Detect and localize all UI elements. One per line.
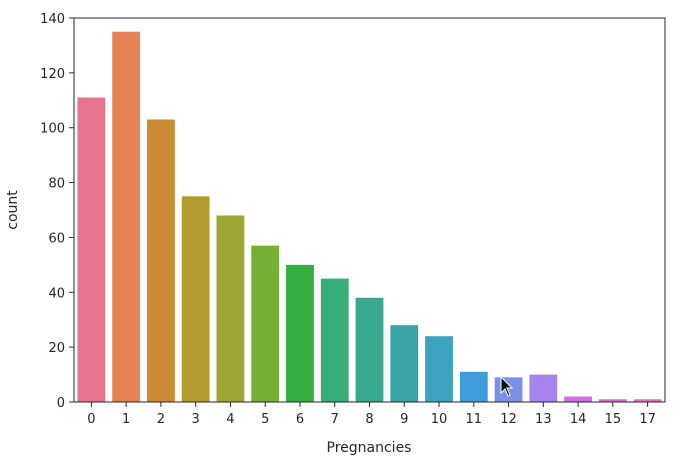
x-tick-label: 6 — [296, 412, 304, 427]
bar-6 — [286, 264, 314, 402]
bar-7 — [320, 278, 349, 402]
y-tick-label: 0 — [57, 396, 65, 411]
mouse-cursor-icon — [500, 376, 514, 397]
x-tick-label: 13 — [535, 412, 552, 427]
y-tick-label: 140 — [40, 12, 65, 27]
x-tick-label: 7 — [331, 412, 339, 427]
bar-12 — [494, 377, 523, 402]
x-tick-label: 4 — [226, 412, 234, 427]
bar-4 — [216, 215, 245, 402]
bar-13 — [529, 374, 558, 402]
bar-8 — [355, 297, 384, 402]
bar-0 — [77, 97, 106, 403]
y-tick-label: 40 — [48, 286, 65, 301]
x-tick-label: 0 — [87, 412, 95, 427]
y-tick-label: 120 — [40, 67, 65, 82]
x-tick-label: 12 — [500, 412, 517, 427]
x-tick-label: 11 — [466, 412, 483, 427]
bar-1 — [112, 31, 141, 402]
bar-17 — [633, 399, 662, 402]
bar-15 — [598, 399, 627, 402]
x-axis-label: Pregnancies — [327, 440, 412, 456]
x-tick-label: 14 — [570, 412, 587, 427]
x-tick-label: 1 — [122, 412, 130, 427]
y-tick-label: 100 — [40, 122, 65, 137]
bar-3 — [181, 196, 210, 402]
y-tick-label: 80 — [48, 177, 65, 192]
bar-series — [77, 31, 662, 403]
bar-2 — [147, 119, 175, 402]
x-tick-label: 9 — [400, 412, 408, 427]
bar-9 — [390, 325, 419, 402]
x-tick-label: 10 — [431, 412, 448, 427]
bar-10 — [425, 336, 453, 402]
y-axis: 0 20 40 60 80 100 120 140 — [40, 12, 74, 411]
bar-11 — [459, 371, 488, 402]
y-tick-label: 60 — [48, 231, 65, 246]
x-tick-label: 8 — [365, 412, 373, 427]
x-tick-label: 15 — [605, 412, 622, 427]
x-tick-label: 5 — [261, 412, 269, 427]
x-tick-label: 17 — [639, 412, 656, 427]
y-tick-label: 20 — [48, 341, 65, 356]
x-axis: 0 1 2 3 4 5 6 7 8 9 10 11 12 13 14 15 17 — [87, 402, 656, 427]
x-tick-label: 3 — [192, 412, 200, 427]
y-axis-label: count — [5, 190, 21, 230]
bar-14 — [564, 396, 592, 402]
bar-5 — [251, 245, 280, 402]
x-tick-label: 2 — [157, 412, 165, 427]
